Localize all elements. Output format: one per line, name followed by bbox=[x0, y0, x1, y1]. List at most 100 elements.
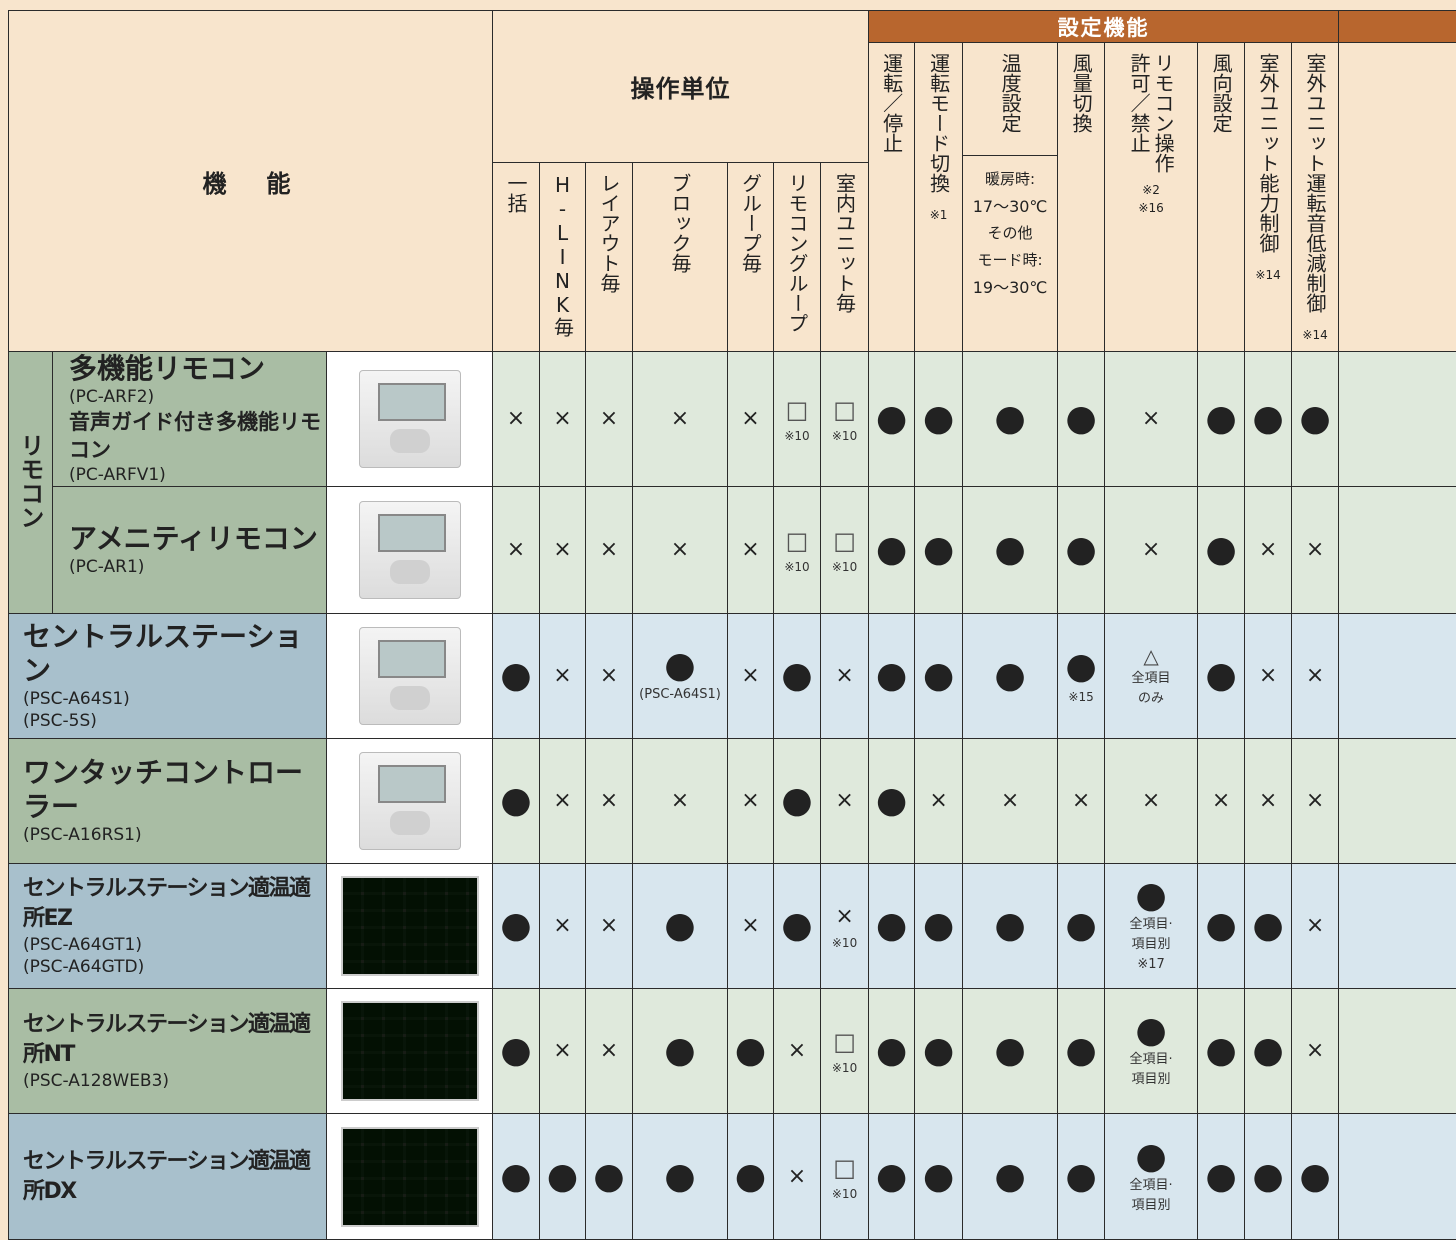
header-note: ※1 bbox=[930, 203, 948, 227]
cell-note: ※10 bbox=[832, 429, 857, 443]
function-cell: × bbox=[586, 864, 633, 989]
function-cell: ● bbox=[633, 989, 728, 1114]
product-name: セントラルステーション bbox=[23, 620, 326, 688]
cell-text: 項目別 bbox=[1132, 1196, 1171, 1216]
function-cell: □※10 bbox=[821, 1114, 869, 1240]
label-line: 風向設定 bbox=[1209, 53, 1233, 133]
header-note: ※2 bbox=[1105, 183, 1197, 197]
mark: ● bbox=[1205, 1032, 1236, 1070]
function-cell: × bbox=[915, 739, 963, 864]
function-cell: × bbox=[586, 487, 633, 614]
device-screen bbox=[341, 1001, 479, 1101]
product-image bbox=[327, 989, 493, 1114]
cell-content: ● bbox=[774, 657, 820, 695]
data-row: ワンタッチコントローラー(PSC-A16RS1)●××××●×●××××××× bbox=[9, 739, 1456, 864]
mark: ● bbox=[1065, 531, 1096, 569]
label-line: リモコン操作 bbox=[1151, 53, 1175, 173]
screen bbox=[378, 514, 446, 552]
function-cell: ● bbox=[1198, 614, 1245, 739]
function-title: 機 能 bbox=[203, 170, 299, 198]
screen bbox=[378, 765, 446, 803]
label-line: グループ毎 bbox=[739, 173, 763, 273]
mark: ● bbox=[1252, 1158, 1283, 1196]
data-row: セントラルステーション適温適所EZ(PSC-A64GT1)(PSC-A64GTD… bbox=[9, 864, 1456, 989]
product-image bbox=[327, 487, 493, 614]
mark: ● bbox=[876, 400, 907, 438]
mark: ● bbox=[500, 782, 531, 820]
cell-content: × bbox=[728, 786, 773, 816]
column-label: H-LINK毎 bbox=[551, 173, 575, 337]
setting-column-header: 風向設定 bbox=[1198, 43, 1245, 352]
mark: × bbox=[929, 786, 947, 816]
product-name-cell: セントラルステーション適温適所EZ(PSC-A64GT1)(PSC-A64GTD… bbox=[9, 864, 327, 989]
mark: × bbox=[507, 404, 525, 434]
cell-content: × bbox=[774, 1036, 820, 1066]
mark: ● bbox=[1205, 657, 1236, 695]
mark: ● bbox=[876, 907, 907, 945]
function-cell: ● bbox=[1198, 487, 1245, 614]
cell-content: ● bbox=[915, 1158, 962, 1196]
cell-content: × bbox=[633, 535, 727, 565]
function-cell: × bbox=[728, 352, 774, 487]
blank-header bbox=[1339, 43, 1456, 352]
mark: □ bbox=[786, 395, 809, 425]
mark: × bbox=[1306, 911, 1324, 941]
label-line: リモコングループ bbox=[785, 173, 809, 333]
mark: ● bbox=[1252, 400, 1283, 438]
function-cell: × bbox=[1105, 352, 1198, 487]
cell-content: ● bbox=[1245, 1032, 1291, 1070]
cell-content: ● bbox=[963, 531, 1057, 569]
cell-content: ● bbox=[1198, 400, 1244, 438]
function-cell: ● bbox=[493, 739, 540, 864]
label-line: 許可／禁止 bbox=[1127, 53, 1151, 153]
mark: ● bbox=[994, 1032, 1025, 1070]
cell-content: ● bbox=[586, 1158, 632, 1196]
mark: ● bbox=[1065, 907, 1096, 945]
function-cell: ● bbox=[493, 864, 540, 989]
cell-content: × bbox=[633, 404, 727, 434]
group-label-cell: リモコン bbox=[9, 352, 53, 614]
function-cell: □※10 bbox=[821, 487, 869, 614]
temp-top: 温度設定 bbox=[963, 43, 1057, 156]
operation-column-header: レイアウト毎 bbox=[586, 162, 633, 351]
mark: ● bbox=[664, 907, 695, 945]
function-cell: ●※15 bbox=[1058, 614, 1105, 739]
cell-note: ※10 bbox=[784, 429, 809, 443]
operation-column-header: H-LINK毎 bbox=[540, 162, 586, 351]
mark: × bbox=[741, 911, 759, 941]
column-label: ブロック毎 bbox=[668, 173, 692, 273]
mark: ● bbox=[1065, 1032, 1096, 1070]
cell-content: ● bbox=[963, 657, 1057, 695]
column-label: 風向設定 bbox=[1209, 53, 1233, 133]
cell-content: ●※15 bbox=[1058, 648, 1104, 704]
device bbox=[359, 752, 461, 850]
mark: × bbox=[1306, 535, 1324, 565]
mark: × bbox=[600, 911, 618, 941]
cell-content: × bbox=[963, 786, 1057, 816]
function-cell: × bbox=[586, 739, 633, 864]
cell-content: ● bbox=[1058, 531, 1104, 569]
function-cell: × bbox=[633, 352, 728, 487]
mark: ● bbox=[1205, 1158, 1236, 1196]
function-cell: × bbox=[540, 352, 586, 487]
mark: × bbox=[671, 535, 689, 565]
operation-column-header: 一括 bbox=[493, 162, 540, 351]
function-cell: × bbox=[1058, 739, 1105, 864]
cell-content: ● bbox=[869, 531, 914, 569]
function-cell: × bbox=[774, 989, 821, 1114]
mark: ● bbox=[1065, 648, 1096, 686]
model: (PSC-A128WEB3) bbox=[23, 1070, 326, 1092]
mark: ● bbox=[1205, 531, 1236, 569]
cell-note: ※10 bbox=[832, 936, 857, 950]
blank-cell bbox=[1339, 989, 1456, 1114]
group-label: リモコン bbox=[13, 433, 48, 529]
function-cell: ● bbox=[633, 1114, 728, 1240]
function-cell: × bbox=[1105, 487, 1198, 614]
function-cell: × bbox=[1198, 739, 1245, 864]
mark: × bbox=[1142, 786, 1160, 816]
cell-content: □ ※10 bbox=[774, 395, 820, 443]
function-cell: ● bbox=[915, 487, 963, 614]
label-line: ブロック毎 bbox=[668, 173, 692, 273]
